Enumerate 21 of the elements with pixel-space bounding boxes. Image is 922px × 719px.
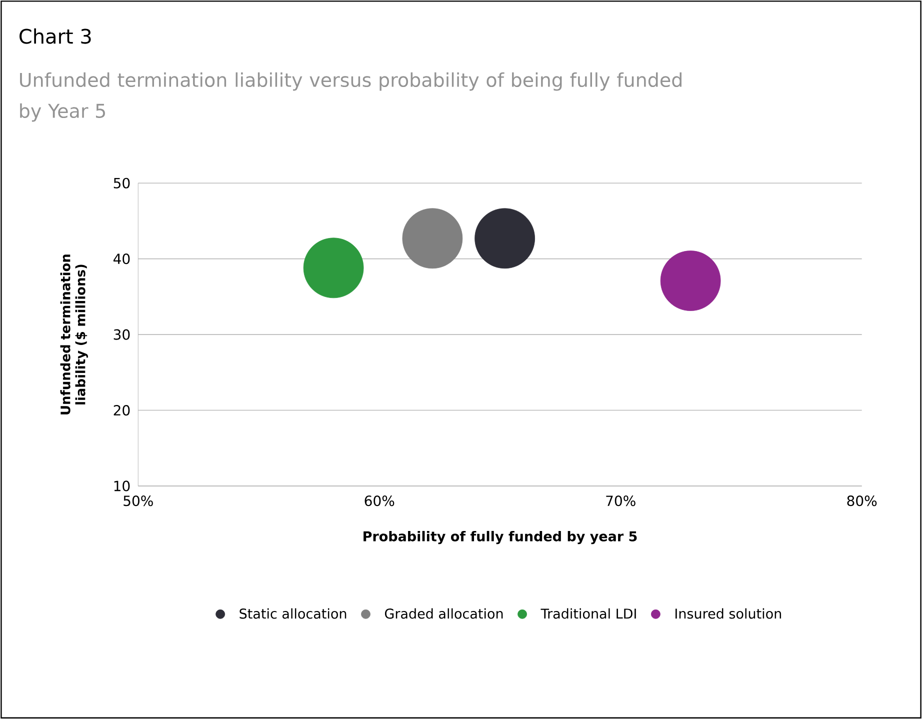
y-tick-label: 10 bbox=[114, 480, 130, 492]
chart-title: Chart 3 bbox=[20, 28, 91, 44]
legend-label: Graded allocation bbox=[384, 608, 503, 619]
y-tick-label: 30 bbox=[114, 329, 130, 340]
legend-label: Insured solution bbox=[676, 608, 782, 619]
point bbox=[660, 250, 721, 311]
x-tick-label: 70% bbox=[606, 495, 636, 506]
point bbox=[402, 208, 463, 269]
chart-subtitle: Unfunded termination liability versus probability of being fully funded by Year 5 bbox=[20, 72, 682, 122]
y-tick-label: 50 bbox=[114, 178, 130, 188]
legend-label: Static allocation bbox=[240, 608, 346, 619]
legend-label: Traditional LDI bbox=[540, 608, 636, 619]
x-tick-label: 80% bbox=[847, 495, 877, 506]
y-axis-title: Unfunded termination liability ($ millions) bbox=[60, 254, 88, 414]
y-tick-label: 20 bbox=[114, 404, 130, 416]
point bbox=[474, 208, 536, 269]
x-axis-title: Probability of fully funded by year 5 bbox=[364, 530, 637, 544]
y-tick-label: 40 bbox=[114, 254, 130, 264]
x-tick-label: 60% bbox=[364, 495, 394, 506]
x-tick-label: 50% bbox=[124, 495, 153, 506]
point bbox=[303, 238, 364, 298]
